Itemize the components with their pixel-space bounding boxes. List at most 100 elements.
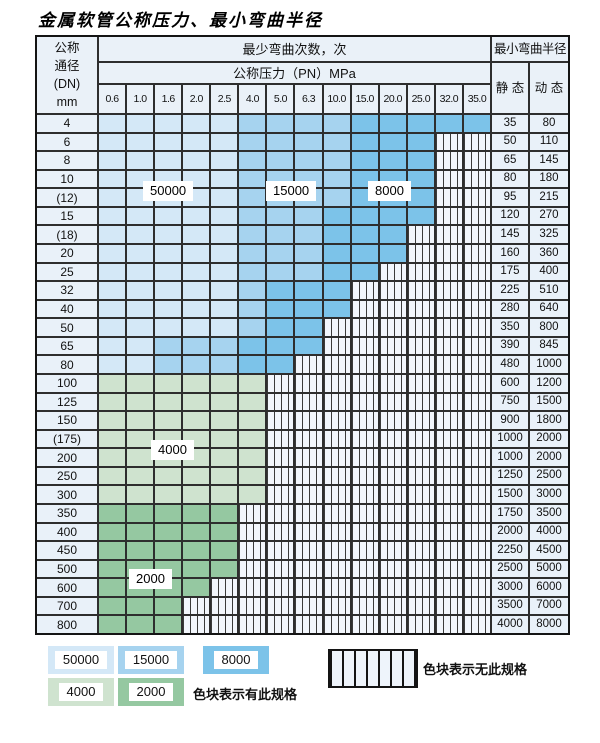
spec-cell-50000: [155, 244, 182, 262]
dn-column-header: 公称 通径 (DN) mm: [37, 37, 97, 113]
table-body: 4 35 80 6 50 110 8 65 145 10 80 180 (12) 95 215 15 120 27…: [37, 115, 568, 633]
static-radius-cell: 35: [491, 115, 528, 132]
no-spec-cell: [463, 560, 490, 578]
no-spec-cell: [435, 263, 462, 281]
spec-cell-8000: [407, 207, 434, 225]
spec-cell-50000: [155, 226, 182, 243]
legend-swatch-15000: 15000: [118, 646, 184, 674]
no-spec-cell: [351, 579, 378, 596]
no-spec-cell: [463, 300, 490, 318]
spec-cell-8000: [351, 226, 378, 243]
dn-cell: (12): [37, 189, 97, 206]
no-spec-cell: [379, 449, 406, 466]
dynamic-radius-cell: 1800: [529, 412, 568, 429]
no-spec-cell: [379, 356, 406, 373]
spec-cell-8000: [407, 133, 434, 151]
no-spec-cell: [295, 560, 322, 578]
spec-cell-15000: [267, 115, 294, 132]
dynamic-radius-cell: 510: [529, 282, 568, 299]
no-spec-cell: [407, 282, 434, 299]
spec-cell-50000: [211, 189, 238, 206]
spec-cell-8000: [295, 282, 322, 299]
no-spec-cell: [435, 616, 462, 633]
legend: 50000 15000 8000 4000 2000 色块表示有此规格 色块表示…: [48, 646, 568, 716]
legend-swatch-label: 8000: [213, 650, 259, 670]
spec-cell-2000: [99, 560, 126, 578]
spec-cell-4000: [99, 449, 126, 466]
no-spec-cell: [435, 486, 462, 503]
spec-cell-4000: [155, 467, 182, 485]
legend-has-spec-text: 色块表示有此规格: [193, 687, 298, 702]
no-spec-cell: [379, 412, 406, 429]
spec-cell-4000: [155, 486, 182, 503]
spec-cell-8000: [407, 189, 434, 206]
spec-cell-50000: [127, 115, 154, 132]
dn-cell: 350: [37, 504, 97, 522]
dn-cell: 125: [37, 393, 97, 411]
no-spec-cell: [239, 616, 266, 633]
no-spec-cell: [407, 244, 434, 262]
no-spec-cell: [463, 282, 490, 299]
overlay-label-15000: 15000: [266, 181, 317, 201]
no-spec-cell: [351, 282, 378, 299]
dynamic-radius-cell: 145: [529, 152, 568, 169]
spec-cell-8000: [267, 282, 294, 299]
static-radius-cell: 390: [491, 337, 528, 355]
pressure-value-header: 1.0: [127, 85, 154, 113]
no-spec-cell: [407, 616, 434, 633]
spec-cell-15000: [295, 207, 322, 225]
spec-cell-15000: [295, 226, 322, 243]
no-spec-cell: [267, 393, 294, 411]
no-spec-cell: [267, 430, 294, 448]
no-spec-cell: [379, 393, 406, 411]
spec-cell-8000: [323, 263, 350, 281]
spec-cell-50000: [155, 263, 182, 281]
spec-cell-8000: [295, 300, 322, 318]
pressure-value-header: 35.0: [463, 85, 490, 113]
no-spec-cell: [379, 523, 406, 541]
pressure-value-header: 6.3: [295, 85, 322, 113]
no-spec-cell: [211, 597, 238, 615]
spec-cell-50000: [211, 133, 238, 151]
no-spec-cell: [407, 337, 434, 355]
spec-cell-50000: [99, 133, 126, 151]
spec-cell-4000: [155, 374, 182, 392]
no-spec-cell: [379, 560, 406, 578]
spec-cell-50000: [155, 207, 182, 225]
no-spec-cell: [435, 393, 462, 411]
spec-cell-8000: [267, 356, 294, 373]
no-spec-cell: [295, 356, 322, 373]
no-spec-cell: [463, 356, 490, 373]
spec-cell-50000: [99, 263, 126, 281]
dn-cell: 800: [37, 616, 97, 633]
spec-cell-50000: [99, 226, 126, 243]
dn-cell: 10: [37, 170, 97, 188]
no-spec-cell: [407, 300, 434, 318]
spec-cell-8000: [267, 319, 294, 336]
spec-cell-4000: [211, 486, 238, 503]
spec-cell-50000: [211, 207, 238, 225]
no-spec-cell: [379, 263, 406, 281]
spec-cell-2000: [99, 616, 126, 633]
spec-cell-50000: [127, 207, 154, 225]
legend-swatch-4000: 4000: [48, 678, 114, 706]
spec-cell-15000: [295, 115, 322, 132]
no-spec-cell: [323, 616, 350, 633]
no-spec-cell: [183, 597, 210, 615]
spec-cell-8000: [239, 337, 266, 355]
spec-cell-2000: [155, 597, 182, 615]
no-spec-cell: [323, 597, 350, 615]
legend-swatch-2000: 2000: [118, 678, 184, 706]
spec-cell-15000: [267, 207, 294, 225]
spec-cell-50000: [99, 282, 126, 299]
legend-swatch-label: 50000: [54, 650, 108, 670]
legend-swatch-label: 4000: [58, 682, 104, 702]
dynamic-radius-cell: 1200: [529, 374, 568, 392]
no-spec-cell: [407, 393, 434, 411]
spec-cell-4000: [99, 393, 126, 411]
bend-times-header: 最少弯曲次数，次: [99, 37, 490, 61]
dynamic-radius-cell: 1500: [529, 393, 568, 411]
spec-cell-50000: [183, 152, 210, 169]
dn-cell: 100: [37, 374, 97, 392]
